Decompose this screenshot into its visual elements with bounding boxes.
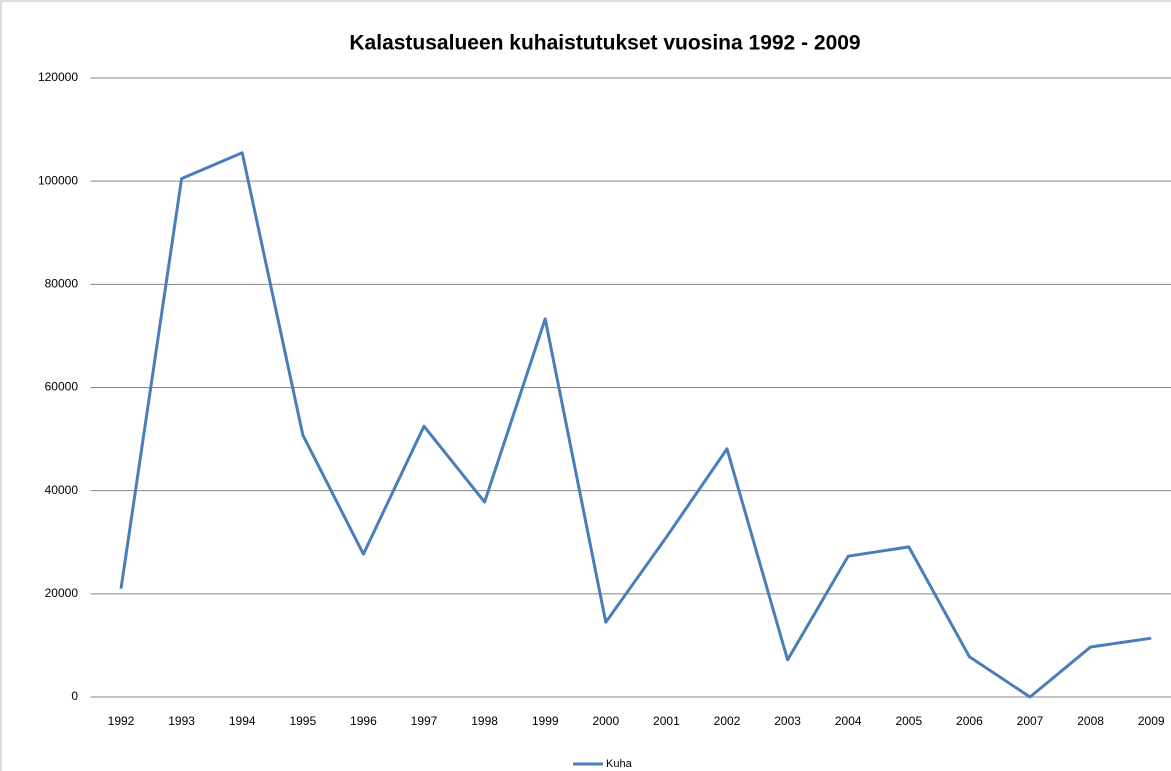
x-tick-label: 2004 [835,714,862,728]
y-tick-label: 0 [71,689,78,703]
x-tick-label: 2006 [956,714,983,728]
x-tick-label: 2001 [653,714,680,728]
x-tick-label: 1998 [471,714,498,728]
y-tick-label: 20000 [45,586,79,600]
x-tick-label: 1992 [108,714,135,728]
x-tick-label: 1996 [350,714,377,728]
x-tick-label: 2003 [774,714,801,728]
x-tick-label: 2005 [895,714,922,728]
y-tick-label: 100000 [38,173,78,187]
x-tick-label: 2000 [592,714,619,728]
legend-label: Kuha [606,758,633,770]
x-tick-label: 1997 [411,714,438,728]
x-tick-label: 1994 [229,714,256,728]
y-tick-label: 60000 [45,380,79,394]
x-tick-label: 2002 [714,714,741,728]
x-tick-label: 2008 [1077,714,1104,728]
x-tick-label: 1999 [532,714,559,728]
data-line [119,151,1152,699]
chart-title: Kalastusalueen kuhaistutukset vuosina 19… [349,32,860,55]
y-tick-label: 40000 [45,483,79,497]
x-tick-label: 1993 [168,714,195,728]
x-tick-label: 2007 [1017,714,1044,728]
x-tick-label: 1995 [289,714,316,728]
y-tick-label: 80000 [45,277,79,291]
x-tick-label: 2009 [1138,714,1165,728]
y-tick-label: 120000 [38,70,78,84]
